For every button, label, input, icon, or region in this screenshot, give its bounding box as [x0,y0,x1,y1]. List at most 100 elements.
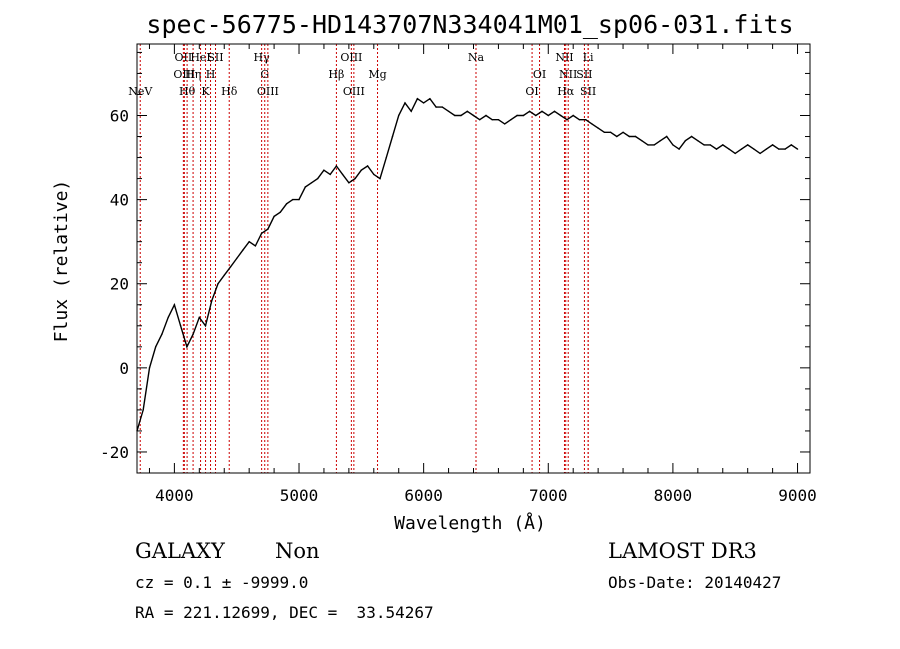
data-point [441,106,443,108]
data-point [722,144,724,146]
data-point [622,131,624,133]
data-point [379,177,381,180]
data-point [653,144,655,146]
data-point [659,140,662,142]
ra-dec: RA = 221.12699, DEC = 33.54267 [135,603,434,622]
data-point [765,148,768,150]
data-point [279,211,281,213]
data-point [747,144,749,146]
data-point [715,148,718,150]
data-point [229,266,232,268]
data-point [398,114,400,117]
data-point [472,114,475,117]
data-point [560,114,562,117]
data-point [516,114,518,117]
line-label-13: Hβ [328,68,344,81]
object-class: GALAXY [135,539,226,563]
data-point [628,135,630,138]
data-point [198,316,200,319]
data-point [784,148,786,150]
data-point [242,249,244,251]
data-point [360,169,362,171]
data-point [217,283,219,285]
data-point [697,140,699,142]
y-tick-label: 20 [110,275,129,294]
line-label-23: SII [576,68,592,81]
data-point [167,316,169,319]
data-point [317,177,319,180]
plot-area [136,97,799,432]
data-point [192,333,194,335]
data-point [672,144,674,146]
data-point [690,135,693,138]
data-point [155,346,157,348]
plot-frame [136,43,811,474]
data-point [161,333,163,335]
data-point [204,325,207,327]
line-label-19: OI [533,68,546,81]
data-point [391,135,394,138]
data-point [703,144,705,146]
data-point [678,148,680,150]
data-point [298,198,300,201]
x-tick-label: 5000 [280,486,319,505]
data-point [759,152,761,155]
data-point [366,165,369,167]
data-point [385,156,387,159]
data-point [535,114,537,117]
data-point [585,119,587,121]
line-label-17: Na [468,51,485,64]
data-point [541,110,543,113]
data-point [578,119,581,121]
data-point [254,245,257,247]
data-point [528,110,531,113]
data-point [248,241,250,243]
data-point [734,152,736,155]
emission-line-markers: NeVOIIOIIIHθHηHeIKHSIIHδHγGOIIIHβOIIIOII… [128,44,596,473]
data-point [728,148,730,150]
data-point [572,114,574,117]
line-label-14: OIII [340,51,362,64]
data-point [273,215,275,218]
data-point [310,182,313,184]
data-point [778,148,780,150]
data-point [641,140,643,142]
data-point [603,131,606,133]
line-label-2: OIII [173,68,195,81]
data-point [609,131,612,133]
line-label-3: Hθ [179,85,196,98]
data-point [304,186,306,188]
data-point [709,144,711,146]
y-tick-label: 40 [110,191,129,210]
data-point [504,123,506,125]
y-tick-label: 0 [119,359,129,378]
line-label-15: OIII [343,85,365,98]
line-label-7: H [206,68,216,81]
data-point [292,198,294,201]
data-point [740,148,743,150]
y-axis-label: Flux (relative) [51,180,72,343]
data-point [479,119,481,121]
data-point [142,409,144,411]
line-label-25: SII [580,85,596,98]
data-point [148,367,151,369]
line-label-11: G [260,68,269,81]
line-label-16: Mg [368,68,386,81]
data-point [335,165,338,167]
data-point [186,346,188,348]
data-point [790,144,792,146]
data-point [522,114,525,117]
data-point [553,110,556,113]
data-point [485,114,487,117]
line-label-21: NII [559,68,577,81]
data-point [341,173,344,176]
line-label-8: SII [207,51,223,64]
data-point [771,144,774,146]
x-tick-label: 8000 [654,486,693,505]
y-tick-label: -20 [100,443,129,462]
survey-name: LAMOST DR3 [608,539,757,563]
y-tick-label: 60 [110,107,129,126]
data-point [510,119,512,121]
series-flux [136,97,798,432]
data-point [684,140,687,142]
